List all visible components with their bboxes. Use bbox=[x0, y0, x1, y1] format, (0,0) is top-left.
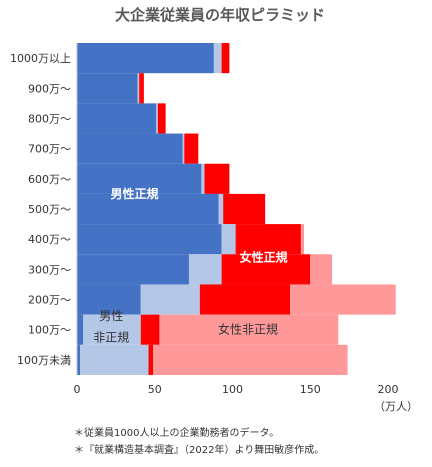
male-nonregular-bar bbox=[80, 344, 149, 375]
y-tick-label: 200万〜 bbox=[28, 294, 71, 307]
y-tick-label: 500万〜 bbox=[28, 203, 71, 216]
x-tick-label: 0 bbox=[74, 383, 81, 396]
x-axis: 0 50 100 150 200 bbox=[74, 43, 399, 396]
y-tick-label: 300万〜 bbox=[28, 263, 71, 276]
female-nonregular-bar bbox=[300, 224, 305, 255]
series-label: 女性正規 bbox=[240, 249, 288, 264]
y-tick-label: 600万〜 bbox=[28, 173, 71, 186]
female-regular-bar bbox=[139, 73, 144, 104]
male-nonregular-bar bbox=[182, 133, 185, 164]
y-tick-label: 100万〜 bbox=[28, 324, 71, 337]
male-regular-bar bbox=[77, 133, 183, 164]
series-label: 男性正規 bbox=[111, 186, 159, 201]
x-tick-label: 50 bbox=[148, 383, 162, 396]
y-tick-label: 1000万以上 bbox=[10, 52, 71, 65]
female-regular-bar bbox=[148, 344, 154, 375]
male-regular-bar bbox=[77, 344, 81, 375]
male-nonregular-bar bbox=[221, 224, 236, 255]
female-regular-bar bbox=[204, 163, 230, 194]
y-tick-labels: 1000万以上 900万〜 800万〜 700万〜 600万〜 500万〜 400万〜 300… bbox=[10, 52, 71, 367]
female-regular-bar bbox=[221, 254, 311, 285]
chart-title: 大企業従業員の年収ピラミッド bbox=[115, 6, 325, 24]
female-regular-bar bbox=[235, 224, 301, 255]
female-nonregular-bar bbox=[159, 314, 339, 345]
x-unit-label: （万人） bbox=[374, 400, 418, 413]
y-tick-label: 700万〜 bbox=[28, 143, 71, 156]
male-regular-bar bbox=[77, 254, 189, 285]
male-nonregular-bar bbox=[140, 284, 200, 315]
female-regular-bar bbox=[157, 103, 166, 134]
y-tick-label: 100万未満 bbox=[17, 354, 71, 367]
female-regular-bar bbox=[140, 314, 160, 345]
y-tick-label: 400万〜 bbox=[28, 233, 71, 246]
male-regular-bar bbox=[77, 284, 141, 315]
male-nonregular-bar bbox=[156, 103, 158, 134]
male-regular-bar bbox=[77, 163, 202, 194]
male-nonregular-bar bbox=[83, 314, 141, 345]
y-tick-label: 800万〜 bbox=[28, 112, 71, 125]
series-label: 非正規 bbox=[93, 329, 129, 344]
male-regular-bar bbox=[77, 193, 219, 225]
female-regular-bar bbox=[184, 133, 199, 164]
male-regular-bar bbox=[77, 103, 157, 134]
x-tick-label: 150 bbox=[300, 383, 321, 396]
male-regular-bar bbox=[77, 73, 138, 104]
male-regular-bar bbox=[77, 224, 222, 255]
female-nonregular-bar bbox=[290, 284, 396, 315]
female-regular-bar bbox=[199, 284, 291, 315]
series-label: 男性 bbox=[99, 309, 123, 323]
female-regular-bar bbox=[221, 43, 230, 74]
bars-group bbox=[77, 43, 396, 375]
male-nonregular-bar bbox=[137, 73, 140, 104]
male-nonregular-bar bbox=[201, 163, 205, 194]
female-nonregular-bar bbox=[310, 254, 333, 285]
footnote-2: ＊『就業構造基本調査』（2022年）より舞田敏彦作成。 bbox=[74, 443, 324, 456]
footnote-1: ＊従業員1000人以上の企業勤務者のデータ。 bbox=[74, 426, 279, 439]
male-nonregular-bar bbox=[218, 193, 224, 225]
female-regular-bar bbox=[223, 193, 266, 225]
x-tick-label: 100 bbox=[222, 383, 243, 396]
male-regular-bar bbox=[77, 43, 214, 74]
y-tick-label: 900万〜 bbox=[28, 82, 71, 95]
x-tick-label: 200 bbox=[378, 383, 399, 396]
male-nonregular-bar bbox=[213, 43, 222, 74]
series-label: 女性非正規 bbox=[218, 322, 278, 337]
male-nonregular-bar bbox=[188, 254, 222, 285]
male-regular-bar bbox=[77, 314, 84, 345]
female-nonregular-bar bbox=[153, 344, 348, 375]
